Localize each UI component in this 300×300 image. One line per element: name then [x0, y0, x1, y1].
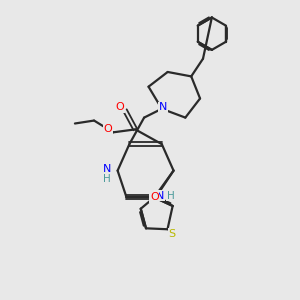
Text: N: N	[156, 190, 164, 201]
Text: H: H	[103, 174, 111, 184]
Text: H: H	[167, 190, 175, 201]
Text: S: S	[168, 229, 175, 239]
Text: N: N	[159, 102, 167, 112]
Text: O: O	[115, 102, 124, 112]
Text: O: O	[150, 192, 159, 202]
Text: N: N	[103, 164, 112, 174]
Text: O: O	[103, 124, 112, 134]
